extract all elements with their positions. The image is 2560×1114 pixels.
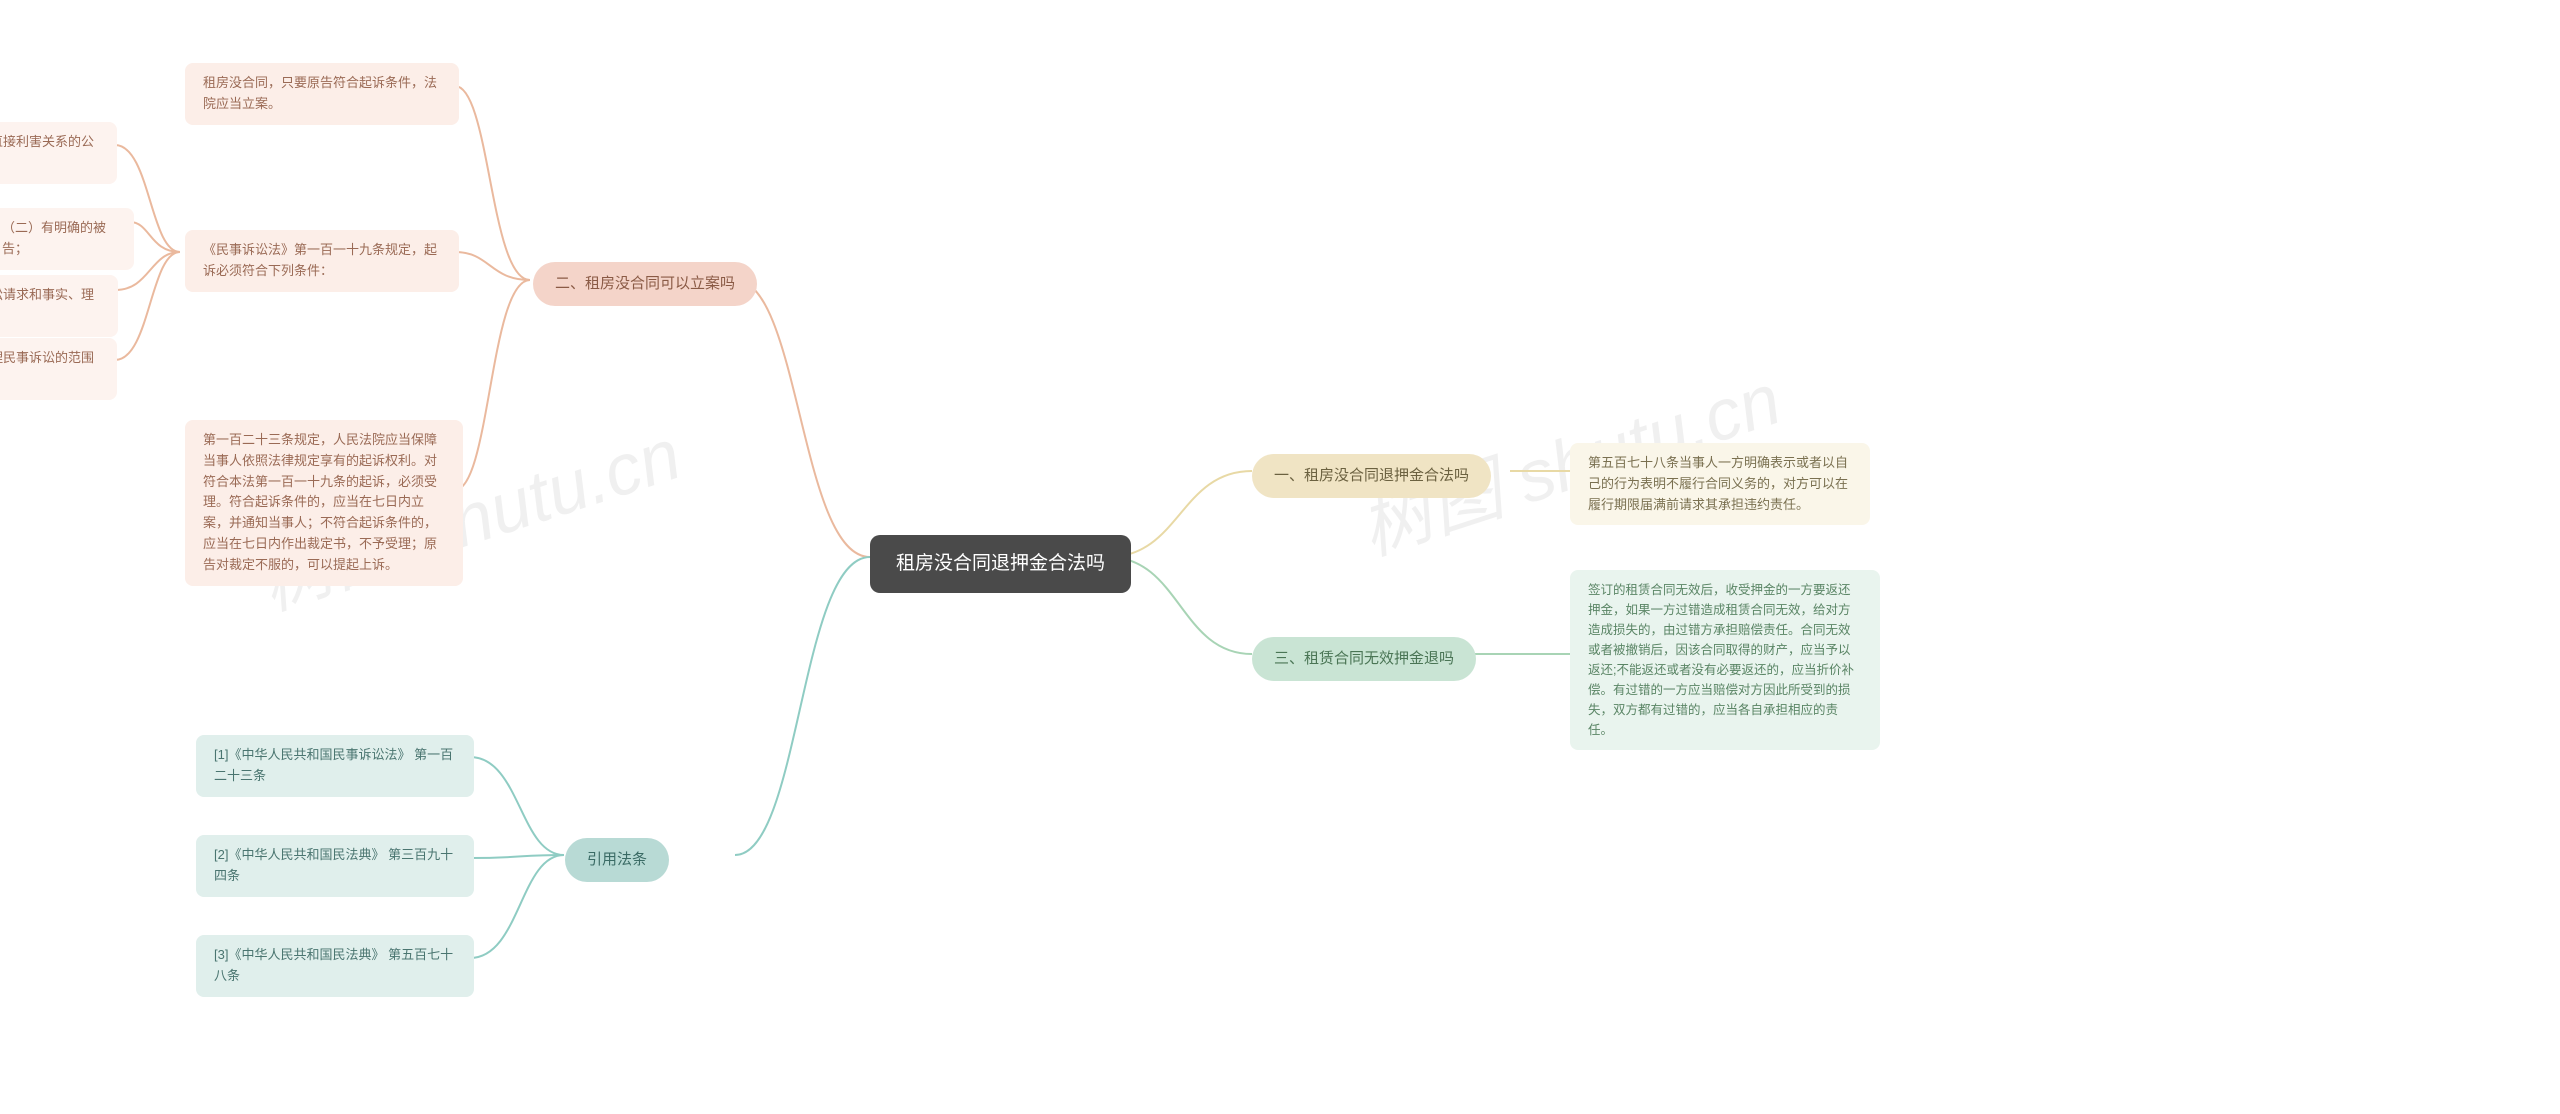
branch-3[interactable]: 三、租赁合同无效押金退吗 — [1252, 637, 1476, 681]
leaf-b2-2-4: （四）属于人民法院受理民事诉讼的范围和受诉人民法院管辖。 — [0, 338, 117, 400]
branch-1[interactable]: 一、租房没合同退押金合法吗 — [1252, 454, 1491, 498]
leaf-b2-3: 第一百二十三条规定，人民法院应当保障当事人依照法律规定享有的起诉权利。对符合本法… — [185, 420, 463, 586]
leaf-b2-2: 《民事诉讼法》第一百一十九条规定，起诉必须符合下列条件： — [185, 230, 459, 292]
root-node[interactable]: 租房没合同退押金合法吗 — [870, 535, 1131, 593]
leaf-b2-2-1: （一）原告是与本案有直接利害关系的公民、法人和其他组织； — [0, 122, 117, 184]
leaf-b4-3: [3]《中华人民共和国民法典》 第五百七十八条 — [196, 935, 474, 997]
leaf-b2-2-2: （二）有明确的被告； — [0, 208, 134, 270]
branch-4[interactable]: 引用法条 — [565, 838, 669, 882]
leaf-b1-1: 第五百七十八条当事人一方明确表示或者以自己的行为表明不履行合同义务的，对方可以在… — [1570, 443, 1870, 525]
leaf-b2-1: 租房没合同，只要原告符合起诉条件，法院应当立案。 — [185, 63, 459, 125]
leaf-b4-2: [2]《中华人民共和国民法典》 第三百九十四条 — [196, 835, 474, 897]
branch-2[interactable]: 二、租房没合同可以立案吗 — [533, 262, 757, 306]
leaf-b2-2-3: （三）有具体的诉讼请求和事实、理由； — [0, 275, 118, 337]
leaf-b3-1: 签订的租赁合同无效后，收受押金的一方要返还押金，如果一方过错造成租赁合同无效，给… — [1570, 570, 1880, 750]
leaf-b4-1: [1]《中华人民共和国民事诉讼法》 第一百二十三条 — [196, 735, 474, 797]
